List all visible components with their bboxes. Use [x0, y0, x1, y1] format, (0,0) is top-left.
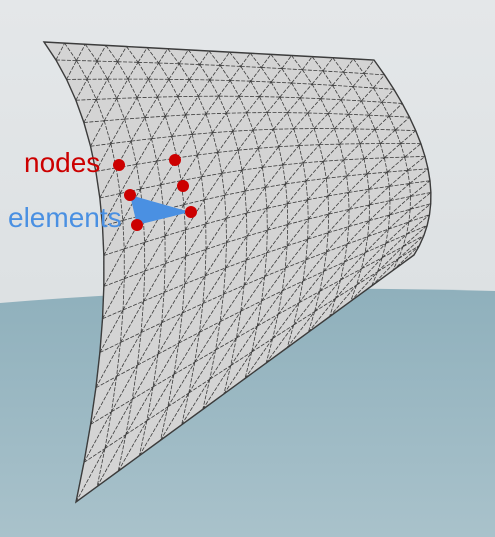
elements-label: elements — [8, 202, 122, 233]
mesh-lines — [43, 41, 432, 503]
node-dot — [169, 154, 181, 166]
node-dot — [185, 206, 197, 218]
node-dot — [113, 159, 125, 171]
node-dot — [177, 180, 189, 192]
nodes-label: nodes — [24, 147, 101, 178]
surface-mesh — [42, 41, 432, 504]
node-dot — [124, 189, 136, 201]
highlighted-element — [130, 195, 190, 225]
node-markers — [113, 154, 197, 231]
node-dot — [131, 219, 143, 231]
